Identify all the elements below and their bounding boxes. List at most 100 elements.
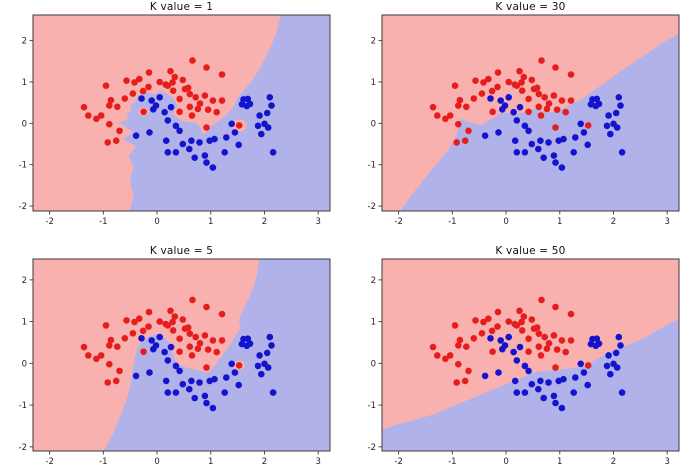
- data-point-class-blue: [528, 380, 536, 388]
- data-point-class-red: [478, 330, 486, 337]
- data-point-class-blue: [525, 367, 532, 375]
- data-point-class-red: [102, 82, 110, 89]
- data-point-class-red: [535, 103, 543, 111]
- data-point-class-red: [455, 102, 462, 109]
- data-point-class-red: [136, 315, 143, 322]
- data-point-class-blue: [263, 109, 271, 117]
- data-point-class-blue: [132, 372, 140, 380]
- data-point-class-red: [106, 120, 113, 128]
- x-tick-label: 1: [208, 457, 213, 467]
- data-point-class-blue: [550, 392, 558, 400]
- data-point-class-red: [116, 367, 123, 375]
- data-point-class-red: [167, 307, 174, 315]
- data-point-class-blue: [572, 374, 579, 381]
- data-point-class-red: [505, 318, 512, 325]
- x-tick-label: 1: [557, 217, 562, 227]
- data-point-class-red: [535, 343, 543, 350]
- axes-frame: [32, 258, 331, 452]
- data-point-class-red: [584, 122, 592, 129]
- data-point-class-blue: [228, 360, 235, 368]
- data-point-class-red: [485, 75, 492, 83]
- data-point-class-blue: [545, 139, 552, 146]
- region-blue: [400, 33, 679, 211]
- data-point-class-blue: [254, 122, 262, 130]
- data-point-class-red: [463, 343, 470, 350]
- data-point-class-blue: [246, 100, 254, 108]
- data-point-class-red: [186, 103, 194, 111]
- data-point-class-blue: [525, 127, 532, 135]
- data-point-class-red: [461, 137, 469, 144]
- x-tick-label: 3: [315, 457, 320, 467]
- data-point-class-red: [196, 340, 204, 347]
- data-point-class-red: [116, 127, 123, 135]
- data-point-class-blue: [167, 103, 175, 111]
- data-point-class-blue: [188, 137, 195, 144]
- y-tick-label: -1: [19, 161, 27, 171]
- data-point-class-red: [429, 103, 437, 111]
- data-point-class-red: [203, 124, 210, 131]
- data-point-class-blue: [545, 379, 552, 386]
- data-point-class-blue: [516, 343, 524, 351]
- data-point-class-red: [494, 69, 502, 76]
- data-point-class-blue: [172, 149, 180, 156]
- data-point-class-red: [513, 322, 521, 329]
- data-point-class-red: [543, 105, 551, 113]
- data-point-class-blue: [613, 364, 621, 371]
- data-point-class-blue: [231, 369, 239, 376]
- data-point-class-red: [121, 95, 129, 102]
- data-point-class-red: [164, 322, 172, 329]
- data-point-class-blue: [258, 130, 265, 138]
- data-point-class-blue: [537, 137, 544, 144]
- data-point-class-red: [169, 87, 177, 94]
- y-tick-label: 0: [371, 359, 376, 369]
- data-point-class-red: [429, 343, 437, 351]
- data-point-class-blue: [179, 380, 187, 388]
- data-point-class-blue: [499, 345, 506, 353]
- data-point-class-blue: [607, 370, 614, 378]
- data-point-class-red: [179, 316, 187, 323]
- data-point-class-blue: [179, 140, 187, 148]
- data-point-class-blue: [613, 124, 621, 131]
- x-tick-label: 0: [503, 217, 508, 227]
- data-point-class-red: [129, 330, 137, 337]
- data-point-class-red: [145, 69, 153, 76]
- data-point-class-red: [505, 78, 512, 86]
- data-point-class-red: [176, 108, 183, 116]
- data-point-class-red: [167, 67, 174, 75]
- data-point-class-red: [528, 316, 536, 323]
- data-point-class-red: [235, 122, 243, 129]
- data-point-class-blue: [537, 377, 544, 385]
- data-point-class-blue: [211, 375, 218, 383]
- data-point-class-red: [494, 323, 501, 330]
- data-point-class-blue: [201, 392, 209, 400]
- data-point-class-blue: [268, 342, 275, 349]
- subplot-k5-title: K value = 5: [149, 245, 214, 257]
- data-point-class-red: [114, 103, 121, 111]
- data-point-class-blue: [510, 348, 517, 356]
- y-tick-label: -2: [19, 202, 27, 212]
- data-point-class-blue: [540, 394, 547, 402]
- data-point-class-red: [453, 139, 460, 146]
- data-point-class-red: [123, 317, 130, 324]
- data-point-class-blue: [191, 394, 198, 402]
- data-point-class-red: [485, 315, 492, 322]
- data-point-class-red: [478, 90, 486, 97]
- data-point-class-red: [552, 64, 559, 71]
- data-point-class-red: [176, 95, 183, 103]
- data-point-class-red: [169, 79, 176, 86]
- data-point-class-blue: [203, 399, 210, 407]
- data-point-class-red: [85, 112, 92, 119]
- data-point-class-red: [567, 97, 575, 104]
- data-point-class-blue: [201, 152, 209, 159]
- data-point-class-red: [562, 108, 569, 116]
- data-point-class-red: [189, 296, 196, 304]
- data-point-class-red: [203, 364, 210, 371]
- data-point-class-blue: [269, 389, 277, 396]
- data-point-class-blue: [612, 349, 620, 357]
- data-point-class-red: [97, 112, 105, 119]
- data-point-class-red: [463, 103, 470, 111]
- data-point-class-red: [176, 335, 183, 342]
- data-point-class-blue: [258, 370, 265, 378]
- data-point-class-red: [123, 77, 130, 84]
- data-point-class-blue: [266, 94, 274, 101]
